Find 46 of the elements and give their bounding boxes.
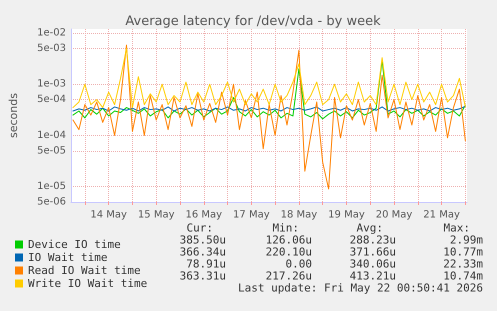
text: 10.77m (443, 246, 484, 258)
line-series (72, 44, 466, 190)
legend-label: Device IO time (28, 238, 121, 251)
x-tick-label: 16 May (185, 210, 222, 220)
text: 340.06u (350, 258, 396, 270)
x-tick-label: 17 May (233, 210, 270, 220)
line-series (72, 60, 466, 120)
text: 371.66u (350, 246, 396, 258)
text: 10.74m (443, 270, 484, 282)
line-series (72, 48, 466, 108)
text: 220.10u (266, 246, 312, 258)
text: 22.33m (443, 258, 484, 270)
y-axis-title: seconds (7, 92, 20, 138)
legend-label: Write IO Wait time (28, 277, 148, 290)
y-tick-label: 1e-05 (37, 181, 66, 192)
text: Last update: Fri May 22 00:50:41 2026 (238, 282, 483, 294)
legend-label: Read IO Wait time (28, 264, 141, 277)
text: 0.00 (286, 258, 312, 270)
x-tick-label: 15 May (138, 210, 175, 220)
text: Max: (444, 222, 470, 234)
legend-label: IO Wait time (28, 251, 108, 264)
y-tick-label: 1e-04 (37, 130, 66, 141)
text: 2.99m (450, 234, 484, 246)
x-tick-label: 14 May (90, 210, 128, 220)
text: 363.31u (180, 270, 226, 282)
y-tick-label: 5e-05 (37, 145, 66, 156)
text: 366.34u (180, 246, 226, 258)
chart-title: Average latency for /dev/vda - by week (125, 14, 382, 29)
x-tick-label: 18 May (280, 210, 318, 220)
text: 385.50u (180, 234, 226, 246)
y-tick-label: 5e-03 (37, 42, 66, 54)
text: Avg: (356, 222, 383, 234)
y-tick-label: 1e-03 (37, 78, 66, 90)
text: 126.06u (266, 234, 312, 246)
x-tick-label: 20 May (376, 210, 412, 220)
text: 288.23u (350, 234, 396, 246)
text: Min: (272, 222, 299, 234)
text: 217.26u (266, 270, 312, 282)
text: 413.21u (350, 270, 396, 282)
y-tick-label: 1e-02 (37, 28, 66, 39)
y-tick-label: 5e-06 (37, 196, 66, 208)
y-tick-label: 5e-04 (37, 94, 66, 106)
text: Cur: (186, 222, 213, 234)
x-tick-label: 19 May (328, 210, 365, 220)
text: 78.91u (186, 258, 226, 270)
x-tick-label: 21 May (423, 210, 460, 220)
